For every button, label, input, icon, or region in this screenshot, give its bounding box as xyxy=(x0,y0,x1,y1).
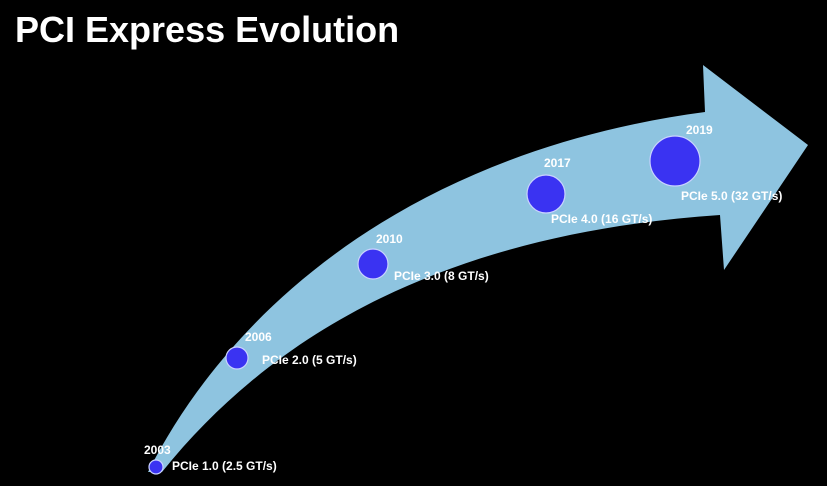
milestone-dot xyxy=(148,459,164,475)
milestone-year: 2010 xyxy=(376,232,403,246)
milestone-year: 2017 xyxy=(544,156,571,170)
milestone-dot xyxy=(225,346,249,370)
milestone-dot xyxy=(357,248,389,280)
milestone-label: PCIe 3.0 (8 GT/s) xyxy=(394,269,489,283)
milestone-year: 2003 xyxy=(144,443,171,457)
milestone-year: 2006 xyxy=(245,330,272,344)
milestone-dot xyxy=(526,174,566,214)
milestone-label: PCIe 5.0 (32 GT/s) xyxy=(681,189,782,203)
milestone-dot xyxy=(649,135,701,187)
slide-title: PCI Express Evolution xyxy=(15,9,399,50)
milestone-year: 2019 xyxy=(686,123,713,137)
milestone-label: PCIe 2.0 (5 GT/s) xyxy=(262,353,357,367)
evolution-arrow xyxy=(148,65,808,472)
milestone-label: PCIe 4.0 (16 GT/s) xyxy=(551,212,652,226)
milestone-label: PCIe 1.0 (2.5 GT/s) xyxy=(172,459,277,473)
